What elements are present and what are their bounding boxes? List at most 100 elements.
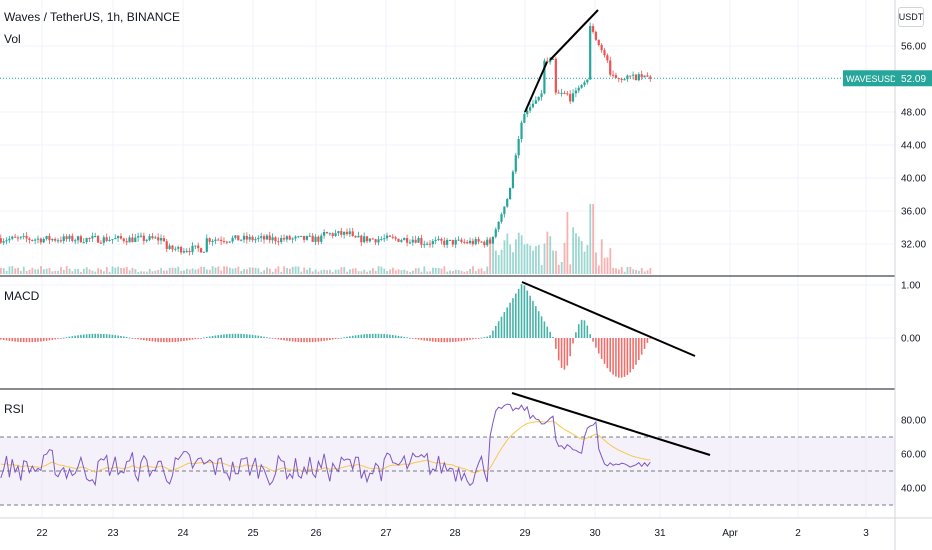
macd-histogram-bar [297, 338, 300, 343]
candle-body [134, 237, 137, 242]
trendline[interactable] [549, 9, 599, 61]
candle-body [42, 238, 45, 243]
trendline[interactable] [521, 281, 696, 357]
candle-body [139, 235, 143, 237]
macd-histogram-bar [294, 338, 297, 342]
volume-bar [537, 244, 540, 274]
volume-bar [274, 268, 277, 274]
volume-bar [71, 271, 74, 274]
volume-bar [640, 268, 643, 274]
macd-histogram-bar [540, 316, 543, 338]
volume-bar [117, 266, 120, 274]
volume-bar [577, 236, 580, 274]
candle-body [14, 236, 17, 238]
candle-body [571, 93, 575, 102]
volume-bar [191, 268, 194, 274]
volume-bar [42, 269, 45, 274]
candle-body [280, 238, 283, 242]
macd-histogram-bar [174, 338, 177, 342]
candle-body [154, 237, 157, 239]
macd-histogram-bar [446, 338, 448, 343]
macd-histogram-bar [120, 335, 122, 338]
candle-body [248, 236, 251, 240]
macd-histogram-bar [580, 319, 583, 338]
volume-bar [194, 269, 197, 274]
macd-histogram-bar [560, 338, 563, 368]
candle-body [503, 206, 506, 215]
candle-body [417, 237, 420, 243]
candle-body [79, 236, 83, 243]
candle-body [586, 79, 589, 83]
macd-histogram-bar [108, 334, 111, 338]
volume-bar [638, 270, 640, 274]
trendline[interactable] [524, 61, 548, 113]
volume-bar [555, 251, 557, 274]
candle-body [197, 245, 200, 249]
candle-body [523, 114, 526, 123]
rsi-axis-label: 80.00 [901, 416, 926, 427]
candle-body [0, 238, 2, 243]
rsi-axis-label: 40.00 [901, 484, 926, 495]
macd-histogram-bar [397, 335, 400, 338]
macd-histogram-bar [88, 334, 91, 338]
macd-histogram-bar [403, 336, 406, 338]
macd-histogram-bar [600, 338, 603, 359]
macd-histogram-bar [423, 338, 426, 341]
volume-bar [160, 268, 163, 274]
macd-histogram-bar [323, 338, 325, 341]
macd-histogram-bar [371, 333, 374, 338]
candle-body [102, 237, 105, 243]
macd-histogram-bar [311, 338, 314, 343]
macd-histogram-bar [0, 338, 2, 340]
candle-body [328, 233, 331, 235]
macd-histogram-bar [575, 332, 577, 338]
volume-label[interactable]: Vol [4, 32, 21, 46]
volume-bar [520, 235, 523, 274]
candle-body [294, 236, 297, 239]
candle-body [320, 235, 323, 242]
candle-body [65, 236, 68, 239]
volume-bar [277, 266, 280, 274]
candle-body [51, 238, 54, 241]
macd-histogram-bar [469, 338, 471, 340]
macd-histogram-bar [555, 338, 557, 349]
macd-histogram-bar [140, 338, 142, 340]
volume-bar [231, 268, 234, 274]
volume-bar [532, 250, 534, 274]
volume-bar [494, 250, 497, 274]
volume-bar [286, 267, 288, 274]
macd-histogram-bar [497, 321, 500, 338]
volume-bar [480, 268, 483, 274]
volume-bar [171, 267, 174, 274]
currency-button[interactable]: USDT [898, 7, 924, 27]
candle-body [411, 239, 414, 243]
volume-bar [477, 268, 480, 274]
candle-body [597, 39, 600, 45]
trendline[interactable] [511, 392, 711, 456]
candle-body [262, 236, 266, 240]
candle-body [285, 236, 289, 240]
volume-bar [131, 267, 134, 274]
macd-histogram-bar [260, 336, 262, 338]
volume-bar [303, 267, 306, 274]
macd-histogram-bar [500, 316, 503, 338]
macd-label[interactable]: MACD [4, 289, 40, 303]
candle-body [211, 240, 214, 242]
rsi-label[interactable]: RSI [4, 402, 25, 416]
candle-body [374, 239, 377, 243]
volume-bar [603, 257, 606, 274]
symbol-title[interactable]: Waves / TetherUS, 1h, BINANCE [4, 10, 181, 24]
macd-histogram-bar [632, 338, 634, 369]
volume-bar [60, 266, 62, 274]
candle-body [491, 236, 495, 244]
macd-histogram-bar [543, 321, 546, 338]
candle-body [19, 236, 22, 238]
candle-body [614, 75, 618, 78]
volume-bar [323, 269, 326, 274]
candle-body [408, 242, 412, 244]
macd-histogram-bar [374, 333, 377, 338]
volume-bar [134, 269, 137, 274]
candle-body [185, 250, 188, 252]
volume-bar [125, 266, 128, 274]
